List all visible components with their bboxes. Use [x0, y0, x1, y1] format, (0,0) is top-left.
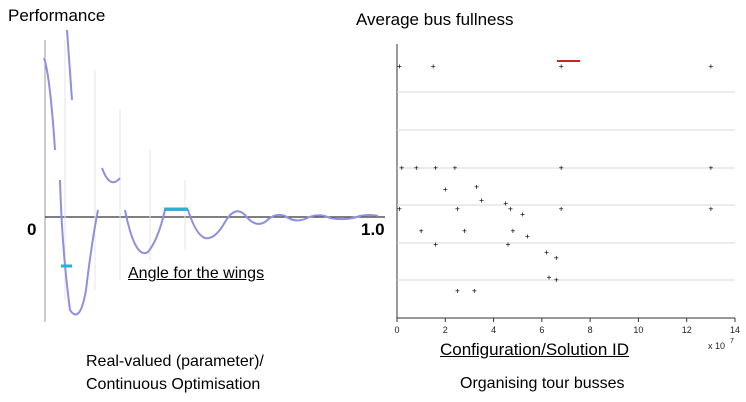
scatter-point: + — [455, 287, 460, 296]
x-tick-label: 12 — [682, 325, 692, 335]
left-caption-line1: Real-valued (parameter)/ — [86, 353, 264, 370]
x-tick-label: 2 — [443, 325, 448, 335]
scatter-point: + — [506, 240, 511, 249]
x-tick-label: 0 — [394, 325, 399, 335]
scatter-point: + — [559, 163, 564, 172]
performance-chart — [43, 29, 385, 322]
scatter-point: + — [443, 185, 448, 194]
scatter-point: + — [433, 240, 438, 249]
scatter-point: + — [520, 210, 525, 219]
scatter-point: + — [559, 62, 564, 71]
curve-segment-3 — [59, 179, 99, 316]
scatter-point: + — [544, 248, 549, 257]
right-x-ticks: 0 2 4 6 8 10 12 14 — [394, 318, 740, 335]
curve-segment-1 — [43, 57, 56, 151]
scatter-point: + — [419, 226, 424, 235]
scatter-point: + — [431, 62, 436, 71]
x-tick-label: 4 — [491, 325, 496, 335]
scatter-point: + — [554, 254, 559, 263]
left-x-start-label: 0 — [27, 220, 37, 239]
x-tick-label: 8 — [588, 325, 593, 335]
scatter-point: + — [547, 273, 552, 282]
left-x-end-label: 1.0 — [361, 220, 385, 239]
scatter-point: + — [399, 163, 404, 172]
scatter-points: + + + + + + + + + + + + + + + + + + + + + + + + + + + + + + + + — [397, 62, 713, 296]
left-caption: Real-valued (parameter)/ Continuous Opti… — [86, 350, 264, 396]
bus-caption: Organising tour busses — [460, 375, 625, 392]
angle-axis-label: Angle for the wings — [128, 265, 265, 282]
scatter-point: + — [397, 204, 402, 213]
bus-fullness-title: Average bus fullness — [356, 10, 514, 29]
x-multiplier-label: x 10 — [708, 341, 725, 351]
left-gridlines — [64, 40, 186, 300]
scatter-point: + — [508, 204, 513, 213]
scatter-point: + — [472, 287, 477, 296]
x-tick-label: 6 — [539, 325, 544, 335]
scatter-point: + — [462, 226, 467, 235]
scatter-point: + — [433, 163, 438, 172]
bus-fullness-chart: 0 2 4 6 8 10 12 14 + + + ++ + + + + ++ + + + ++ ++ +++ + +++ +++… — [394, 44, 740, 351]
scatter-point: + — [525, 232, 530, 241]
scatter-point: + — [474, 182, 479, 191]
scatter-point: + — [455, 204, 460, 213]
curve-segment-2 — [66, 29, 73, 101]
performance-curve — [43, 29, 379, 316]
config-axis-label: Configuration/Solution ID — [440, 340, 630, 359]
scatter-point: + — [453, 163, 458, 172]
scatter-point: + — [708, 62, 713, 71]
scatter-point: + — [503, 199, 508, 208]
scatter-point: + — [708, 163, 713, 172]
scatter-point: + — [708, 204, 713, 213]
left-caption-line2: Continuous Optimisation — [86, 376, 261, 393]
scatter-point: + — [554, 276, 559, 285]
curve-segment-4 — [101, 167, 121, 184]
x-tick-label: 10 — [633, 325, 643, 335]
scatter-point: + — [414, 163, 419, 172]
scatter-point: + — [510, 226, 515, 235]
curve-segment-6 — [165, 209, 379, 240]
curve-segment-5 — [124, 209, 166, 255]
scatter-point: + — [479, 196, 484, 205]
scatter-point: + — [559, 204, 564, 213]
x-tick-label: 14 — [730, 325, 740, 335]
scatter-point: + — [397, 62, 402, 71]
right-y-gridlines — [397, 91, 735, 281]
performance-title: Performance — [8, 6, 106, 25]
x-multiplier-exponent: 7 — [730, 338, 734, 345]
